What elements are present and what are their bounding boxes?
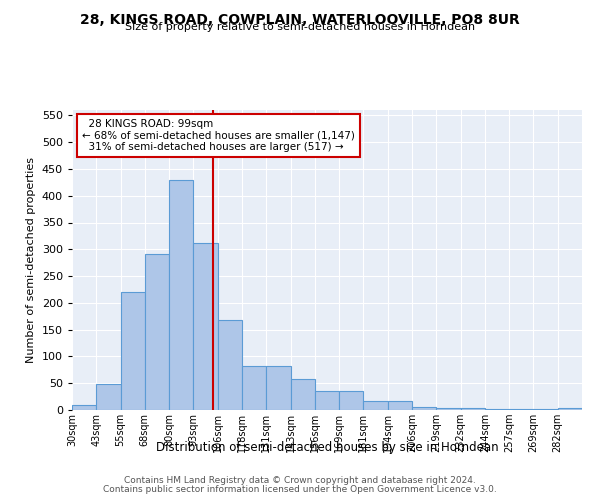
Text: Size of property relative to semi-detached houses in Horndean: Size of property relative to semi-detach… bbox=[125, 22, 475, 32]
Bar bbox=[145, 254, 169, 410]
Y-axis label: Number of semi-detached properties: Number of semi-detached properties bbox=[26, 157, 36, 363]
Bar bbox=[193, 244, 218, 410]
Bar bbox=[242, 366, 266, 410]
Bar bbox=[436, 408, 461, 410]
Bar bbox=[218, 320, 242, 410]
Bar bbox=[412, 407, 436, 410]
Bar bbox=[461, 408, 485, 410]
Bar bbox=[339, 391, 364, 410]
Bar bbox=[169, 180, 193, 410]
Bar bbox=[266, 366, 290, 410]
Text: 28, KINGS ROAD, COWPLAIN, WATERLOOVILLE, PO8 8UR: 28, KINGS ROAD, COWPLAIN, WATERLOOVILLE,… bbox=[80, 12, 520, 26]
Bar bbox=[121, 292, 145, 410]
Text: Contains public sector information licensed under the Open Government Licence v3: Contains public sector information licen… bbox=[103, 485, 497, 494]
Bar bbox=[388, 402, 412, 410]
Bar bbox=[315, 391, 339, 410]
Bar bbox=[509, 409, 533, 410]
Text: Distribution of semi-detached houses by size in Horndean: Distribution of semi-detached houses by … bbox=[155, 441, 499, 454]
Text: Contains HM Land Registry data © Crown copyright and database right 2024.: Contains HM Land Registry data © Crown c… bbox=[124, 476, 476, 485]
Bar bbox=[290, 380, 315, 410]
Bar bbox=[96, 384, 121, 410]
Bar bbox=[72, 404, 96, 410]
Bar bbox=[558, 408, 582, 410]
Bar bbox=[485, 409, 509, 410]
Bar bbox=[364, 402, 388, 410]
Text: 28 KINGS ROAD: 99sqm
← 68% of semi-detached houses are smaller (1,147)
  31% of : 28 KINGS ROAD: 99sqm ← 68% of semi-detac… bbox=[82, 119, 355, 152]
